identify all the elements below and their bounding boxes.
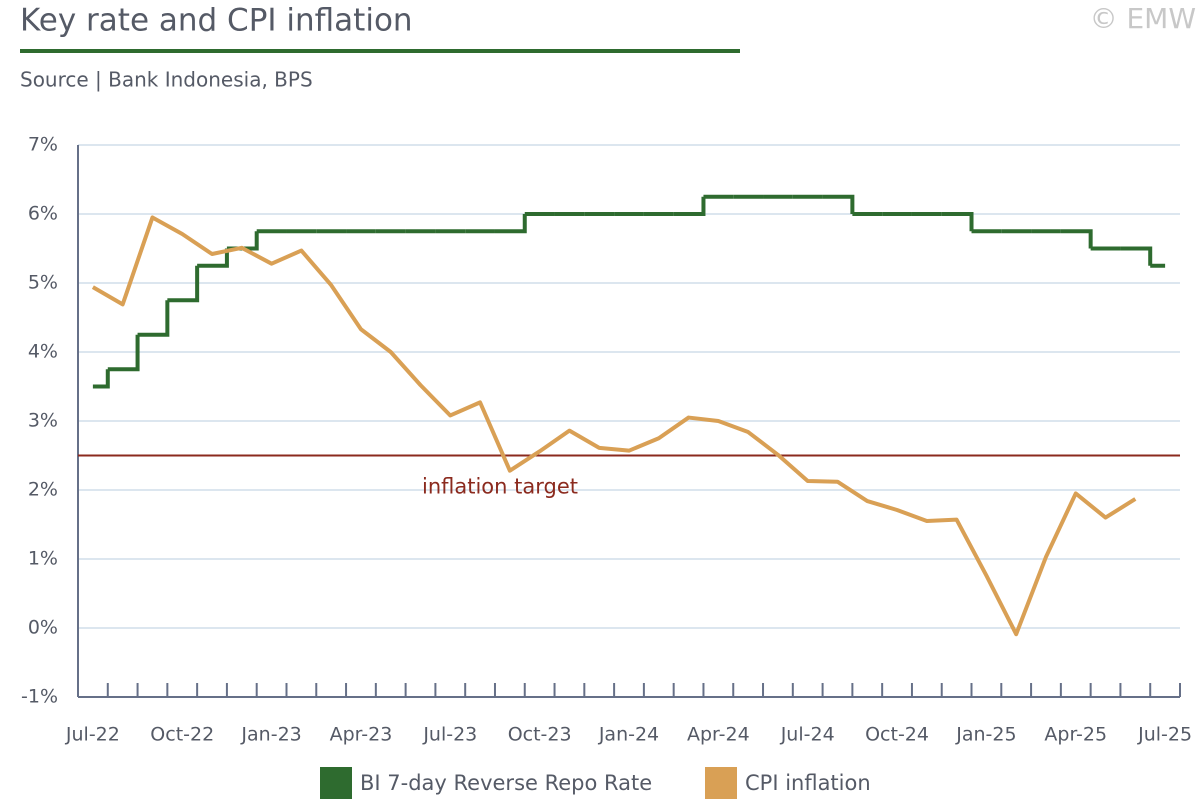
- step-segment: [107, 334, 140, 372]
- step-segment: [673, 196, 706, 216]
- y-tick-label: 3%: [28, 410, 58, 432]
- step-segment: [1120, 246, 1153, 266]
- y-tick-label: 0%: [28, 617, 58, 639]
- x-tick-label: Oct-24: [865, 724, 929, 746]
- legend-swatch: [705, 767, 737, 799]
- step-segment: [167, 265, 200, 303]
- legend-label: CPI inflation: [745, 771, 871, 795]
- x-tick-label: Jan-23: [240, 724, 301, 746]
- legend-label: BI 7-day Reverse Repo Rate: [360, 771, 652, 795]
- y-tick-label: 1%: [28, 548, 58, 570]
- line-series: [91, 215, 1137, 637]
- y-tick-label: -1%: [21, 686, 58, 708]
- x-tick-label: Apr-23: [330, 724, 393, 746]
- y-tick-label: 4%: [28, 341, 58, 363]
- step-segment: [1060, 229, 1093, 249]
- chart-title: Key rate and CPI inflation: [20, 3, 413, 39]
- x-tick-label: Apr-24: [687, 724, 750, 746]
- step-segment: [494, 214, 527, 234]
- chart-subtitle: Source | Bank Indonesia, BPS: [20, 68, 313, 92]
- x-tick-label: Jul-25: [1137, 724, 1192, 746]
- x-tick-label: Jul-23: [422, 724, 477, 746]
- step-segment: [941, 212, 974, 232]
- step-segment: [197, 248, 229, 268]
- y-tick-label: 6%: [28, 203, 58, 225]
- x-tick-label: Jan-24: [598, 724, 659, 746]
- step-segment: [137, 300, 170, 337]
- x-tick-label: Jul-22: [65, 724, 120, 746]
- x-tick-label: Oct-22: [150, 724, 214, 746]
- y-tick-label: 2%: [28, 479, 58, 501]
- copyright: © EMW: [1090, 2, 1196, 35]
- x-tick-label: Jan-25: [955, 724, 1016, 746]
- y-tick-label: 7%: [28, 134, 58, 156]
- x-tick-label: Apr-25: [1044, 724, 1107, 746]
- x-tick-label: Oct-23: [508, 724, 572, 746]
- x-tick-label: Jul-24: [780, 724, 835, 746]
- legend-swatch: [320, 767, 352, 799]
- step-segment: [822, 194, 855, 214]
- reference-label: inflation target: [422, 475, 578, 499]
- step-segment: [92, 369, 110, 389]
- y-tick-label: 5%: [28, 272, 58, 294]
